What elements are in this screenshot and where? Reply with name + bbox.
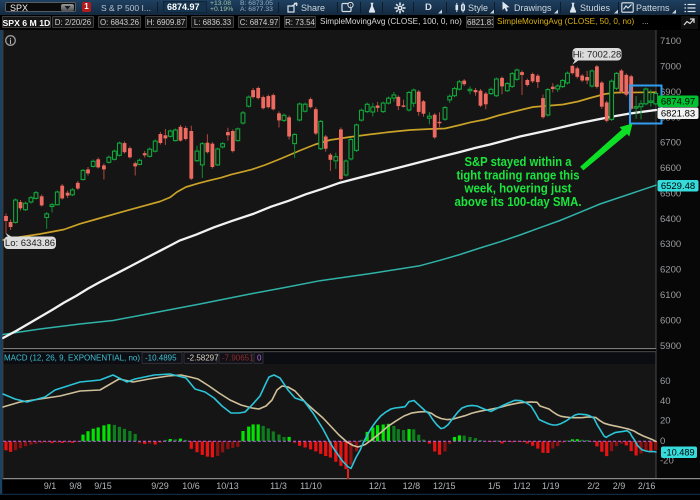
svg-text:60: 60 xyxy=(660,376,671,387)
svg-text:MACD (12, 26, 9, EXPONENTIAL,: MACD (12, 26, 9, EXPONENTIAL, no) xyxy=(4,354,140,363)
svg-text:6300: 6300 xyxy=(660,239,681,250)
svg-text:6400: 6400 xyxy=(660,214,681,225)
svg-text:above its 100-day SMA.: above its 100-day SMA. xyxy=(455,194,582,209)
svg-text:i: i xyxy=(9,37,11,46)
svg-text:6500: 6500 xyxy=(660,189,681,200)
svg-text:6700: 6700 xyxy=(660,138,681,149)
svg-text:6200: 6200 xyxy=(660,265,681,276)
svg-text:week, hovering just: week, hovering just xyxy=(464,181,572,196)
svg-text:-10.4895: -10.4895 xyxy=(145,354,177,363)
svg-text:6000: 6000 xyxy=(660,315,681,326)
svg-text:9/29: 9/29 xyxy=(151,481,169,491)
svg-text:7000: 7000 xyxy=(660,62,681,73)
svg-text:-20: -20 xyxy=(660,456,674,467)
svg-text:6900: 6900 xyxy=(660,87,681,98)
svg-text:10/6: 10/6 xyxy=(182,481,200,491)
svg-text:11/3: 11/3 xyxy=(270,481,287,491)
svg-text:20: 20 xyxy=(660,415,671,426)
svg-text:-10.489: -10.489 xyxy=(663,448,694,458)
svg-text:2/9: 2/9 xyxy=(613,481,626,491)
svg-text:!: ! xyxy=(350,3,351,8)
svg-text:9/15: 9/15 xyxy=(94,481,112,491)
svg-text:12/1: 12/1 xyxy=(369,481,387,491)
svg-text:6874.97: 6874.97 xyxy=(661,97,695,108)
svg-text:tight trading range this: tight trading range this xyxy=(457,167,580,182)
svg-text:6821.83: 6821.83 xyxy=(661,109,695,120)
svg-text:12/8: 12/8 xyxy=(403,481,421,491)
svg-text:10/13: 10/13 xyxy=(216,481,239,491)
svg-text:-2.58297: -2.58297 xyxy=(187,354,219,363)
svg-text:Lo: 6343.86: Lo: 6343.86 xyxy=(5,238,55,249)
svg-text:1/5: 1/5 xyxy=(488,481,501,491)
svg-text:6600: 6600 xyxy=(660,163,681,174)
svg-text:12/15: 12/15 xyxy=(433,481,456,491)
svg-text:5900: 5900 xyxy=(660,341,681,352)
svg-text:S&P stayed within a: S&P stayed within a xyxy=(465,154,573,169)
svg-text:2/16: 2/16 xyxy=(638,481,656,491)
svg-text:2/2: 2/2 xyxy=(587,481,600,491)
svg-text:6529.48: 6529.48 xyxy=(661,181,695,192)
svg-text:11/10: 11/10 xyxy=(300,481,322,491)
svg-text:Hi: 7002.28: Hi: 7002.28 xyxy=(573,50,622,61)
svg-text:9/1: 9/1 xyxy=(44,481,57,491)
svg-text:0: 0 xyxy=(660,436,665,447)
svg-text:40: 40 xyxy=(660,396,671,407)
svg-text:0: 0 xyxy=(257,354,262,363)
svg-text:1/12: 1/12 xyxy=(513,481,531,491)
svg-text:1/19: 1/19 xyxy=(542,481,560,491)
svg-text:-7.90651: -7.90651 xyxy=(222,354,254,363)
svg-text:9/8: 9/8 xyxy=(69,481,82,491)
svg-text:6100: 6100 xyxy=(660,290,681,301)
svg-text:7100: 7100 xyxy=(660,36,681,47)
